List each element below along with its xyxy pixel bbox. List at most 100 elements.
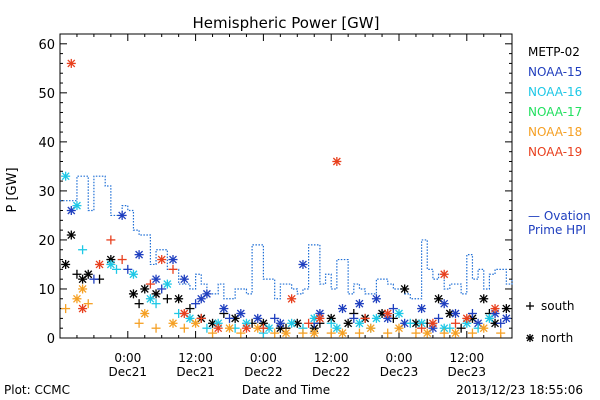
noaa-18-south-point xyxy=(151,323,161,333)
noaa-18-north-point xyxy=(225,323,234,333)
noaa-16-north-point-d xyxy=(287,319,296,328)
noaa-16-north-point xyxy=(72,201,82,211)
noaa-16-south-point xyxy=(151,299,161,309)
noaa-19-north-point xyxy=(462,313,472,323)
noaa-19-north-point xyxy=(332,156,342,166)
noaa-19-south-point xyxy=(417,323,427,333)
noaa-18-north-point-d xyxy=(253,324,262,333)
y-tick-label: 60 xyxy=(38,38,55,53)
x-tick-date-label: Dec21 xyxy=(176,365,215,379)
noaa-15-south-point xyxy=(123,264,133,274)
noaa-18-north-point xyxy=(191,318,201,328)
y-tick-label: 30 xyxy=(38,185,55,200)
noaa-19-south-point xyxy=(117,255,127,265)
noaa-19-north-point-d xyxy=(440,270,449,279)
noaa-18-north-point xyxy=(366,323,376,333)
noaa-18-south-point xyxy=(83,299,93,309)
noaa-15-north-point xyxy=(501,313,511,323)
noaa-16-north-point-d xyxy=(372,314,381,323)
metp-02-south-point xyxy=(72,269,82,279)
ovation-legend-line2: Prime HPI xyxy=(528,223,586,237)
noaa-16-north-point xyxy=(287,318,297,328)
metp-02-south-point xyxy=(162,294,172,304)
noaa-18-south-point xyxy=(298,328,308,338)
noaa-15-south-point xyxy=(434,313,444,323)
noaa-19-south-point xyxy=(451,318,460,328)
noaa-19-north-point-d xyxy=(242,324,251,333)
noaa-18-north-point xyxy=(168,318,178,328)
metp-02-north-point-d xyxy=(61,260,70,269)
noaa-15-north-point-d xyxy=(451,309,460,318)
noaa-15-north-point-d xyxy=(417,304,426,313)
plot-area: 01020304050600:00Dec2112:00Dec210:00Dec2… xyxy=(38,33,513,379)
noaa-18-south-point xyxy=(134,318,144,328)
noaa-15-north-point-d xyxy=(236,309,245,318)
noaa-16-north-point xyxy=(162,279,172,289)
noaa-16-south-point xyxy=(78,245,88,255)
noaa-19-north-point xyxy=(383,308,393,318)
noaa-16-north-point-d xyxy=(355,319,364,328)
noaa-16-north-point xyxy=(145,294,155,304)
noaa-15-south-point xyxy=(89,274,99,284)
noaa-15-north-point-d xyxy=(298,260,307,269)
noaa-16-north-point-d xyxy=(106,260,115,269)
noaa-15-north-point-d xyxy=(355,299,364,308)
noaa-15-north-point-d xyxy=(276,319,285,328)
noaa-18-north-point xyxy=(78,284,88,294)
y-tick-label: 50 xyxy=(38,87,55,102)
marker-legend-star-d xyxy=(526,334,534,342)
noaa-15-north-point-d xyxy=(202,289,211,298)
noaa-15-north-point-d xyxy=(338,304,347,313)
noaa-16-south-point xyxy=(202,323,212,333)
noaa-15-north-point-d xyxy=(474,319,483,328)
noaa-18-north-point-d xyxy=(140,309,149,318)
noaa-16-north-point-d xyxy=(310,314,319,323)
noaa-15-north-point-d xyxy=(180,275,189,284)
noaa-15-north-point xyxy=(196,294,206,304)
y-axis-label: P [GW] xyxy=(5,167,20,212)
noaa-15-north-point-d xyxy=(219,304,228,313)
noaa-18-north-point-d xyxy=(479,324,488,333)
noaa-16-north-point-d xyxy=(163,280,172,289)
noaa-15-north-point xyxy=(338,304,347,314)
metp-02-north-point xyxy=(174,294,184,304)
noaa-18-south-point xyxy=(354,328,364,338)
metp-02-north-point-d xyxy=(129,289,138,298)
x-tick-time-label: 0:00 xyxy=(386,351,413,365)
legend-item-noaa-19: NOAA-19 xyxy=(528,145,582,159)
noaa-15-south-point xyxy=(388,304,398,314)
metp-02-north-point xyxy=(61,259,71,269)
noaa-19-south-point xyxy=(258,323,268,333)
noaa-18-north-point xyxy=(451,328,460,338)
noaa-16-north-point-d xyxy=(417,319,426,328)
metp-02-north-point-d xyxy=(479,294,488,303)
noaa-18-north-point xyxy=(309,328,319,338)
noaa-18-south-point xyxy=(61,304,71,314)
noaa-19-north-point xyxy=(95,259,105,269)
noaa-19-north-point xyxy=(66,58,76,68)
noaa-18-south-point xyxy=(236,328,246,338)
noaa-18-north-point-d xyxy=(78,285,87,293)
x-axis-label: Date and Time xyxy=(242,383,330,397)
noaa-19-north-point-d xyxy=(287,294,296,303)
marker-legend-south: south xyxy=(541,299,575,313)
noaa-18-north-point-d xyxy=(191,319,200,328)
metp-02-south-point xyxy=(456,323,466,333)
ovation-legend: — Ovation Prime HPI xyxy=(528,209,591,237)
metp-02-north-point-d xyxy=(208,319,217,328)
noaa-18-north-point-d xyxy=(169,319,177,328)
legend: METP-02 NOAA-15 NOAA-16 NOAA-17 NOAA-18 NOAA-… xyxy=(528,45,582,159)
noaa-15-south-point xyxy=(270,313,280,323)
noaa-15-north-point xyxy=(275,318,285,328)
noaa-15-north-point xyxy=(117,210,127,220)
noaa-16-north-point-d xyxy=(485,314,494,323)
legend-item-noaa-18: NOAA-18 xyxy=(528,125,582,139)
noaa-18-south-point xyxy=(179,323,189,333)
noaa-19-north-point-d xyxy=(383,309,392,318)
noaa-16-north-point-d xyxy=(440,324,449,333)
noaa-19-north-point-d xyxy=(180,309,189,318)
noaa-15-north-point-d xyxy=(502,314,511,323)
x-tick-time-label: 12:00 xyxy=(314,351,349,365)
ovation-hpi-line xyxy=(60,175,513,300)
noaa-15-north-point xyxy=(354,299,364,309)
